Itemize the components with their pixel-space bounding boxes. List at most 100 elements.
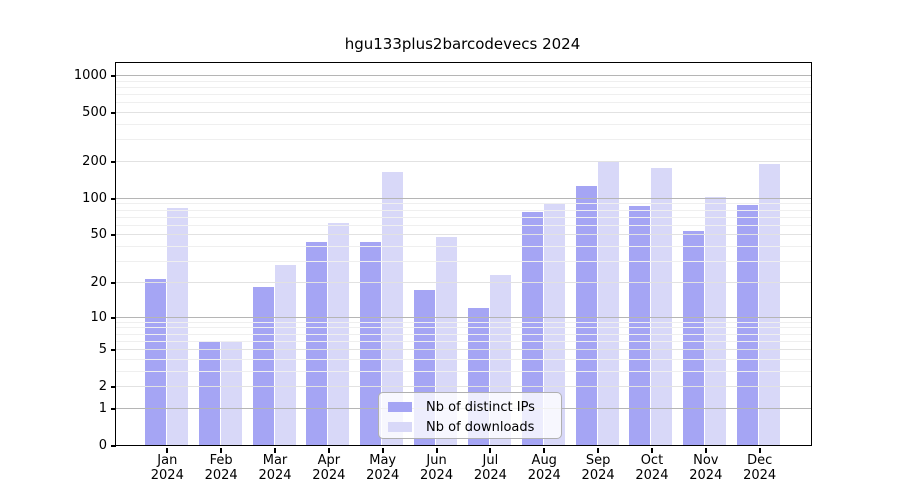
bar-distinct-ips-feb xyxy=(198,340,220,445)
bar-distinct-ips-nov xyxy=(683,231,705,445)
gridline-y-3 xyxy=(116,370,811,372)
gridline-y-700 xyxy=(116,94,811,96)
x-tick-month: Aug xyxy=(531,453,557,468)
x-tick-feb xyxy=(220,448,223,453)
x-tick-month: Jan xyxy=(157,453,178,468)
y-tick-200 xyxy=(111,161,116,164)
y-tick-100 xyxy=(111,197,116,200)
x-tick-year: 2024 xyxy=(581,468,615,483)
y-tick-label-50: 50 xyxy=(90,227,107,243)
x-tick-year: 2024 xyxy=(258,468,292,483)
gridline-y-80 xyxy=(116,209,811,211)
gridline-y-50 xyxy=(116,234,811,236)
legend-swatch-downloads xyxy=(388,422,412,432)
gridline-y-70 xyxy=(116,216,811,218)
gridline-y-40 xyxy=(116,246,811,248)
y-tick-5 xyxy=(111,349,116,352)
plot-area xyxy=(115,62,812,446)
y-tick-label-1000: 1000 xyxy=(73,68,107,84)
gridline-y-10 xyxy=(116,316,811,318)
x-tick-label-jun: Jun 2024 xyxy=(405,453,469,483)
gridline-y-1000 xyxy=(116,75,811,77)
x-tick-year: 2024 xyxy=(150,468,184,483)
y-tick-1 xyxy=(111,407,116,410)
bar-distinct-ips-mar xyxy=(252,287,274,445)
y-tick-label-200: 200 xyxy=(82,154,107,170)
bar-downloads-feb xyxy=(220,340,242,445)
gridline-y-4 xyxy=(116,358,811,360)
x-tick-year: 2024 xyxy=(527,468,561,483)
x-tick-label-apr: Apr 2024 xyxy=(297,453,361,483)
x-tick-may xyxy=(381,448,384,453)
bar-downloads-jan xyxy=(166,207,188,445)
legend-label: Nb of distinct IPs xyxy=(426,399,535,415)
x-tick-label-aug: Aug 2024 xyxy=(512,453,576,483)
x-tick-year: 2024 xyxy=(635,468,669,483)
bar-downloads-may xyxy=(382,171,404,445)
x-tick-jun xyxy=(435,448,438,453)
bar-downloads-mar xyxy=(274,264,296,445)
x-tick-year: 2024 xyxy=(366,468,400,483)
x-tick-month: May xyxy=(369,453,397,468)
y-tick-10 xyxy=(111,316,116,319)
x-tick-year: 2024 xyxy=(420,468,454,483)
gridline-y-20 xyxy=(116,281,811,283)
x-tick-year: 2024 xyxy=(743,468,777,483)
x-tick-label-may: May 2024 xyxy=(351,453,415,483)
bar-distinct-ips-sep xyxy=(575,186,597,445)
legend-item-downloads: Nb of downloads xyxy=(379,417,561,437)
bar-downloads-oct xyxy=(651,167,673,445)
x-tick-month: Nov xyxy=(693,453,719,468)
bar-distinct-ips-jan xyxy=(144,279,166,445)
gridline-y-300 xyxy=(116,139,811,141)
x-tick-label-nov: Nov 2024 xyxy=(674,453,738,483)
legend-swatch-distinct-ips xyxy=(388,402,412,412)
x-tick-year: 2024 xyxy=(312,468,346,483)
bar-downloads-dec xyxy=(759,163,781,445)
y-tick-label-1: 1 xyxy=(98,400,107,416)
x-tick-year: 2024 xyxy=(689,468,723,483)
y-tick-50 xyxy=(111,234,116,237)
legend-item-distinct-ips: Nb of distinct IPs xyxy=(379,397,561,417)
gridline-y-100 xyxy=(116,197,811,199)
y-tick-label-100: 100 xyxy=(82,190,107,206)
y-tick-label-2: 2 xyxy=(98,379,107,395)
x-tick-sep xyxy=(597,448,600,453)
y-tick-0 xyxy=(111,445,116,447)
y-tick-label-5: 5 xyxy=(98,342,107,358)
gridline-y-400 xyxy=(116,124,811,126)
x-tick-label-feb: Feb 2024 xyxy=(189,453,253,483)
y-tick-500 xyxy=(111,112,116,115)
x-tick-month: Oct xyxy=(640,453,664,468)
gridline-y-6 xyxy=(116,340,811,342)
gridline-y-200 xyxy=(116,161,811,163)
gridline-y-9 xyxy=(116,321,811,323)
gridline-y-8 xyxy=(116,327,811,329)
x-tick-label-mar: Mar 2024 xyxy=(243,453,307,483)
bar-distinct-ips-oct xyxy=(629,206,651,445)
x-tick-label-jul: Jul 2024 xyxy=(458,453,522,483)
x-tick-month: Mar xyxy=(262,453,288,468)
gridline-y-2 xyxy=(116,386,811,388)
legend: Nb of distinct IPs Nb of downloads xyxy=(378,392,562,439)
gridline-y-7 xyxy=(116,333,811,335)
gridline-y-5 xyxy=(116,349,811,351)
x-tick-label-sep: Sep 2024 xyxy=(566,453,630,483)
bar-downloads-nov xyxy=(705,196,727,445)
y-tick-label-0: 0 xyxy=(98,438,107,453)
y-tick-2 xyxy=(111,386,116,389)
x-tick-jan xyxy=(166,448,169,453)
y-tick-20 xyxy=(111,281,116,284)
x-tick-aug xyxy=(543,448,546,453)
bar-distinct-ips-dec xyxy=(737,204,759,445)
gridline-y-800 xyxy=(116,86,811,88)
x-tick-label-dec: Dec 2024 xyxy=(728,453,792,483)
bar-downloads-sep xyxy=(597,161,619,445)
bar-distinct-ips-may xyxy=(360,242,382,445)
bar-downloads-aug xyxy=(543,203,565,445)
chart-title: hgu133plus2barcodevecs 2024 xyxy=(344,35,581,53)
x-tick-apr xyxy=(327,448,330,453)
x-tick-label-oct: Oct 2024 xyxy=(620,453,684,483)
x-tick-month: Feb xyxy=(209,453,233,468)
